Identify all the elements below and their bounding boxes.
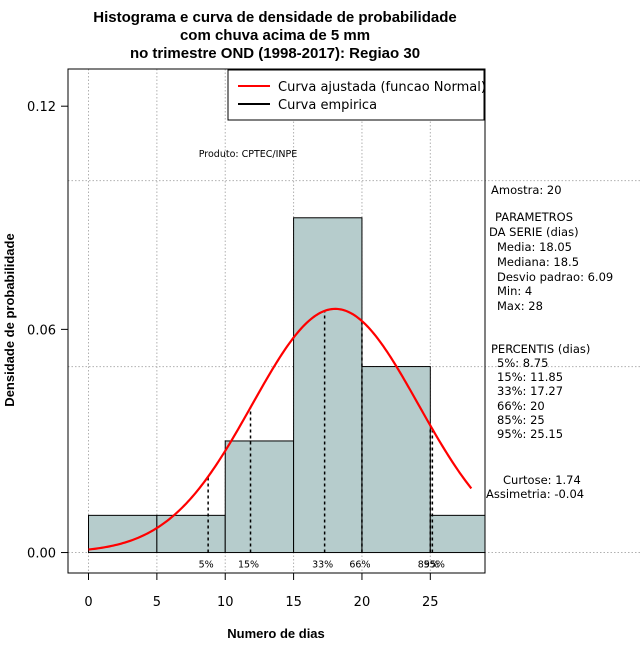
y-tick-label: 0.12 [27,100,56,115]
x-tick-label: 5 [153,595,161,610]
x-tick-label: 15 [285,595,302,610]
params-header-1: PARAMETROS [495,210,573,224]
x-tick-label: 10 [217,595,234,610]
percentile-label: 85% [418,560,439,571]
param-min: Min: 4 [497,284,532,298]
histogram-bar [156,514,226,554]
kurtosis: Curtose: 1.74 [503,473,581,487]
params-header-2: DA SERIE (dias) [489,225,579,239]
percentile-label: 5% [199,560,214,571]
chart-title-line-1: Histograma e curva de densidade de proba… [93,9,456,26]
percentile-label: 95% [424,560,445,571]
percentile-66: 66%: 20 [497,399,545,413]
y-tick-label: 0.06 [27,323,56,338]
x-tick-label: 25 [422,595,439,610]
percentile-15: 15%: 11.85 [497,370,563,384]
legend-label-empirical: Curva empirica [278,98,377,113]
skewness: Assimetria: -0.04 [486,487,584,501]
sample-size: Amostra: 20 [491,183,562,197]
histogram-bar [293,217,363,554]
percentiles-header: PERCENTIS (dias) [491,342,590,356]
normal-fit-curve [88,307,473,551]
y-axis-label: Densidade de probabilidade [2,233,17,406]
side-panel: Amostra: 20 PARAMETROS DA SERIE (dias) M… [486,183,613,501]
histogram-bar [429,514,486,554]
chart-title-line-3: no trimestre OND (1998-2017): Regiao 30 [130,45,420,62]
percentile-33: 33%: 17.27 [497,384,563,398]
percentile-label: 15% [238,560,259,571]
normal-fit-curve-group [88,307,473,551]
percentile-label: 66% [349,560,370,571]
legend: Curva ajustada (funcao Normal) Curva emp… [227,69,486,121]
param-median: Mediana: 18.5 [497,255,579,269]
param-sd: Desvio padrao: 6.09 [497,270,613,284]
x-axis-label: Numero de dias [227,626,325,641]
histogram-bars [88,217,486,554]
chart-title-line-2: com chuva acima de 5 mm [180,27,370,44]
legend-label-fit: Curva ajustada (funcao Normal) [278,80,486,95]
legend-box [227,69,485,121]
percentile-5: 5%: 8.75 [497,356,548,370]
param-max: Max: 28 [497,299,543,313]
histogram-bar [224,440,295,554]
param-mean: Media: 18.05 [497,240,572,254]
percentile-label: 33% [312,560,333,571]
product-annotation: Produto: CPTEC/INPE [199,149,298,160]
percentile-markers: 5% 15% 33% 66% 85%95% [199,310,445,571]
x-tick-label: 0 [84,595,92,610]
percentile-85: 85%: 25 [497,413,545,427]
y-tick-label: 0.00 [27,547,56,562]
axes: 0 5 10 15 20 25 0.00 0.06 0.12 [27,100,439,610]
percentile-95: 95%: 25.15 [497,427,563,441]
x-tick-label: 20 [354,595,371,610]
histogram-bar [361,366,431,554]
